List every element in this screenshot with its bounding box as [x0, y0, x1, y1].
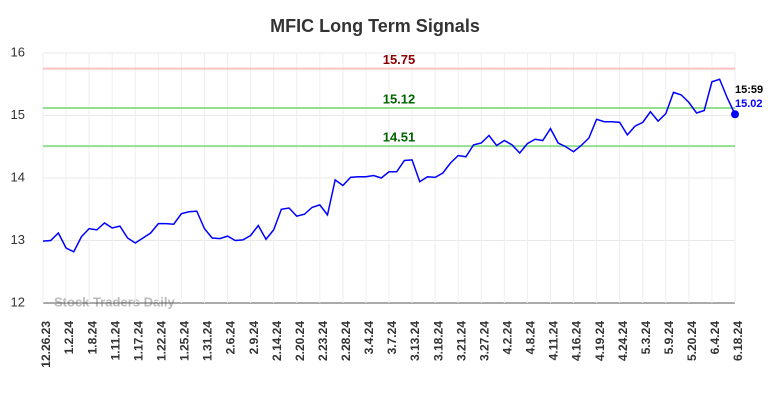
- x-tick-label: 12.26.23: [39, 321, 53, 368]
- x-tick-label: 1.17.24: [131, 321, 145, 361]
- x-tick-label: 3.18.24: [431, 321, 445, 361]
- signal-label: 15.75: [383, 52, 416, 67]
- last-value: 15.02: [735, 98, 763, 110]
- x-tick-label: 1.25.24: [178, 321, 192, 361]
- x-tick-label: 1.11.24: [108, 321, 122, 361]
- watermark: Stock Traders Daily: [54, 294, 175, 309]
- x-tick-label: 2.9.24: [247, 321, 261, 355]
- signal-label: 15.12: [383, 91, 416, 106]
- y-tick-label: 14: [11, 169, 25, 184]
- x-tick-label: 4.2.24: [501, 321, 515, 355]
- x-tick-label: 6.18.24: [731, 321, 745, 361]
- x-tick-label: 5.20.24: [685, 321, 699, 361]
- last-time: 15:59: [735, 84, 763, 96]
- y-tick-label: 13: [11, 232, 25, 247]
- chart-title: MFIC Long Term Signals: [270, 16, 480, 36]
- x-tick-label: 5.9.24: [662, 321, 676, 355]
- x-tick-label: 2.14.24: [270, 321, 284, 361]
- x-tick-label: 4.24.24: [616, 321, 630, 361]
- x-tick-label: 2.23.24: [316, 321, 330, 361]
- x-tick-label: 5.3.24: [639, 321, 653, 355]
- x-tick-label: 4.19.24: [593, 321, 607, 361]
- last-point: [731, 110, 739, 119]
- x-tick-label: 4.16.24: [570, 321, 584, 361]
- y-tick-label: 16: [11, 44, 25, 59]
- x-tick-label: 3.4.24: [362, 321, 376, 355]
- x-tick-label: 3.7.24: [385, 321, 399, 355]
- x-tick-label: 4.11.24: [547, 321, 561, 361]
- x-tick-label: 1.8.24: [85, 321, 99, 355]
- x-tick-label: 2.20.24: [293, 321, 307, 361]
- signal-label: 14.51: [383, 130, 416, 145]
- x-tick-label: 2.28.24: [339, 321, 353, 361]
- y-tick-label: 12: [11, 294, 25, 309]
- x-tick-label: 1.31.24: [201, 321, 215, 361]
- price-line: [42, 78, 736, 253]
- x-tick-label: 1.22.24: [155, 321, 169, 361]
- x-tick-label: 4.8.24: [524, 321, 538, 355]
- y-tick-label: 15: [11, 107, 25, 122]
- x-tick-label: 1.2.24: [62, 321, 76, 355]
- x-tick-label: 2.6.24: [224, 321, 238, 355]
- x-tick-label: 3.13.24: [408, 321, 422, 361]
- x-tick-label: 3.21.24: [454, 321, 468, 361]
- x-tick-label: 3.27.24: [477, 321, 491, 361]
- x-tick-label: 6.4.24: [708, 321, 722, 355]
